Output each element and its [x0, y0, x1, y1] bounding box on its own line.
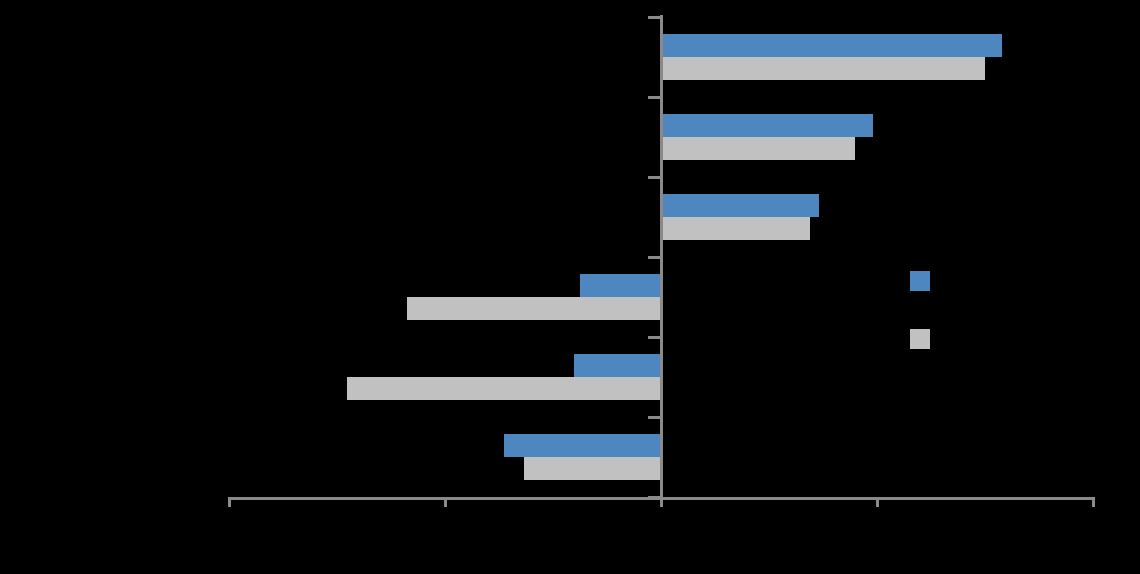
bar-series-gray-row-1 — [663, 57, 985, 80]
y-axis-tick — [648, 495, 660, 499]
y-axis-tick — [648, 335, 660, 339]
bar-series-blue-row-4 — [580, 274, 660, 297]
bar-series-blue-row-5 — [573, 354, 660, 377]
x-axis-tick — [660, 497, 663, 507]
legend-swatch-series-gray — [910, 329, 930, 349]
y-axis-tick — [648, 255, 660, 259]
bar-series-blue-row-1 — [663, 34, 1003, 57]
bar-series-blue-row-6 — [504, 434, 660, 457]
bar-series-gray-row-2 — [663, 137, 856, 160]
bar-series-blue-row-3 — [663, 194, 819, 217]
x-axis-tick — [444, 497, 447, 507]
x-axis-tick — [876, 497, 879, 507]
legend-swatch-series-blue — [910, 271, 930, 291]
bar-series-gray-row-4 — [407, 297, 660, 320]
y-axis-tick — [648, 15, 660, 19]
y-axis-tick — [648, 95, 660, 99]
bar-series-blue-row-2 — [663, 114, 873, 137]
y-axis-tick — [648, 175, 660, 179]
bar-series-gray-row-6 — [523, 457, 660, 480]
x-axis-tick — [1092, 497, 1095, 507]
y-axis — [660, 15, 663, 500]
bar-series-gray-row-5 — [346, 377, 660, 400]
x-axis-tick — [228, 497, 231, 507]
y-axis-tick — [648, 415, 660, 419]
bar-series-gray-row-3 — [663, 217, 810, 240]
